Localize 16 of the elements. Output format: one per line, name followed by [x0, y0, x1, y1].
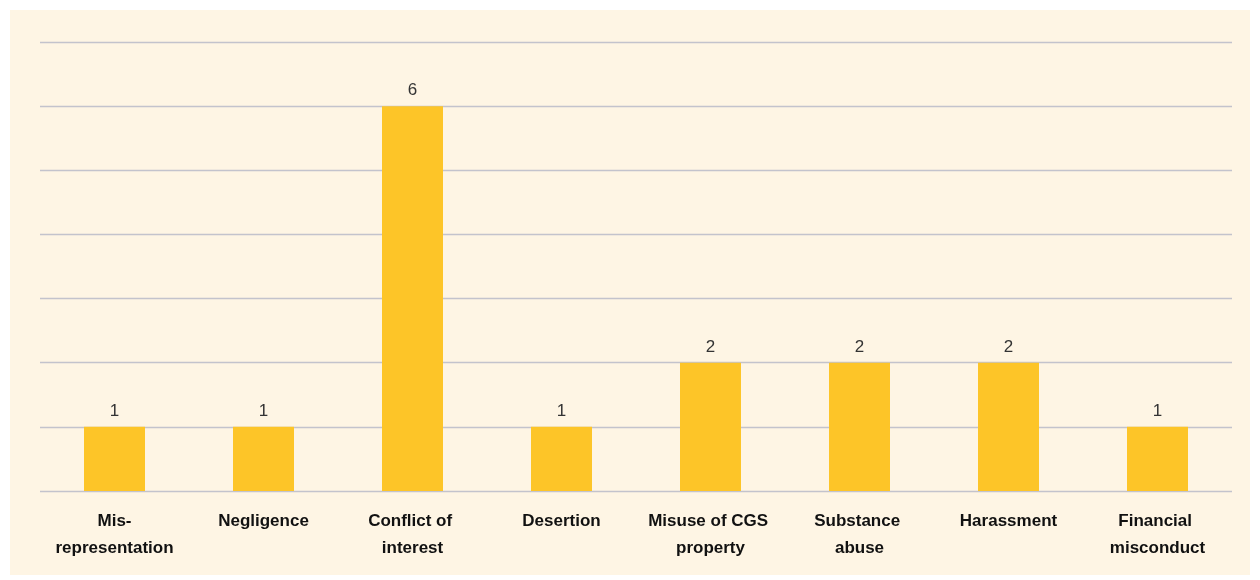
x-tick-label: Desertion: [522, 511, 601, 530]
data-label: 6: [407, 80, 418, 100]
data-label: 1: [1152, 400, 1163, 420]
x-tick-label: Misuse of CGS property: [648, 511, 773, 557]
x-tick-label: Financial misconduct: [1109, 511, 1206, 557]
data-label: 1: [258, 400, 269, 420]
data-label: 2: [705, 336, 716, 356]
x-tick-label: Negligence: [218, 511, 309, 530]
data-label: 1: [556, 400, 567, 420]
x-tick-label: Mis-representation: [55, 511, 174, 557]
x-tick-label: Substance abuse: [814, 511, 905, 557]
x-tick-label: Harassment: [959, 511, 1058, 530]
data-label: 2: [854, 336, 865, 356]
data-label: 1: [109, 400, 120, 420]
x-tick-label: Conflict of interest: [368, 511, 457, 557]
data-label: 2: [1003, 336, 1014, 356]
